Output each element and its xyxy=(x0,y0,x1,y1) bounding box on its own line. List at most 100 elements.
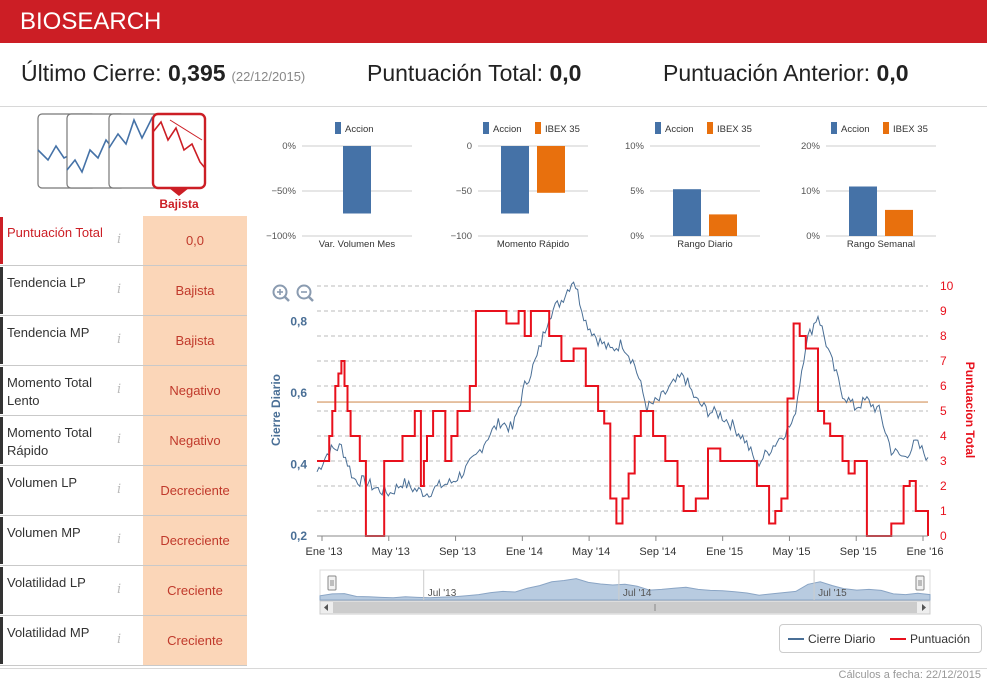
scroll-left-icon[interactable] xyxy=(324,604,328,611)
row-label: Momento Total Rápido xyxy=(7,425,93,458)
footer-divider xyxy=(0,668,987,669)
mini-bar xyxy=(537,146,565,193)
mini-legend-swatch xyxy=(707,122,713,134)
mini-legend-label[interactable]: IBEX 35 xyxy=(545,124,580,135)
y-right-axis-title: Puntuacion Total xyxy=(963,362,977,458)
row-marker xyxy=(0,367,3,414)
info-icon[interactable]: i xyxy=(117,532,122,547)
row-value: Negativo xyxy=(143,366,247,415)
row-momento-total-lento: Momento Total Lento i Negativo xyxy=(0,366,247,416)
mini-legend-label[interactable]: IBEX 35 xyxy=(717,124,752,135)
zoom-in-button[interactable] xyxy=(272,284,290,302)
row-value: Negativo xyxy=(143,416,247,465)
top-bar: BIOSEARCH xyxy=(0,0,987,43)
mini-tick-label: 10% xyxy=(625,141,645,152)
mini-legend-swatch xyxy=(655,122,661,134)
total-score: Puntuación Total: 0,0 xyxy=(367,60,581,94)
trend-selector: Bajista xyxy=(37,112,207,211)
info-icon[interactable]: i xyxy=(117,482,122,497)
row-value: Bajista xyxy=(143,316,247,365)
mini-legend-label[interactable]: Accion xyxy=(493,124,522,135)
y-left-tick: 0,4 xyxy=(290,458,307,472)
info-icon[interactable]: i xyxy=(117,582,122,597)
navigator-handle[interactable] xyxy=(327,575,337,591)
zoom-out-button[interactable] xyxy=(296,284,314,302)
legend-cierre[interactable]: Cierre Diario xyxy=(808,632,876,646)
mini-tick-label: −50% xyxy=(271,186,296,197)
x-tick-label: Ene '16 xyxy=(907,546,944,558)
last-close-label: Último Cierre: xyxy=(21,60,162,86)
calc-date: Cálculos a fecha: 22/12/2015 xyxy=(838,669,982,681)
mini-legend-label[interactable]: Accion xyxy=(345,124,374,135)
row-marker xyxy=(0,267,3,314)
summary-divider xyxy=(0,106,987,107)
x-tick-label: Sep '15 xyxy=(840,546,877,558)
trend-selected-label: Bajista xyxy=(159,197,199,211)
row-label: Momento Total Lento xyxy=(7,375,93,408)
trend-card-bajista[interactable] xyxy=(151,112,207,196)
row-tendencia-lp: Tendencia LP i Bajista xyxy=(0,266,247,316)
last-close-value: 0,395 xyxy=(167,60,226,86)
mini-legend-swatch xyxy=(831,122,837,134)
y-left-tick: 0,8 xyxy=(290,315,307,329)
mini-tick-label: −100% xyxy=(266,231,296,242)
y-right-tick: 0 xyxy=(940,529,947,543)
chart-navigator[interactable]: Jul '13 Jul '14 Jul '15 xyxy=(319,569,931,615)
row-label: Puntuación Total xyxy=(7,225,103,240)
navigator-tick-label: Jul '13 xyxy=(428,588,457,599)
row-label: Tendencia MP xyxy=(7,325,90,340)
scrollbar-thumb[interactable] xyxy=(333,602,917,613)
mini-legend-label[interactable]: Accion xyxy=(841,124,870,135)
mini-bar xyxy=(885,209,913,236)
info-icon[interactable]: i xyxy=(117,332,122,347)
mini-chart-momento-rapido: Accion IBEX 35 0 −50 −100 Momento Rápido xyxy=(451,122,588,250)
mini-bar xyxy=(673,189,701,236)
mini-legend-label[interactable]: Accion xyxy=(665,124,694,135)
row-marker xyxy=(0,517,3,564)
mini-tick-label: −100 xyxy=(451,231,472,242)
last-close: Último Cierre: 0,395 (22/12/2015) xyxy=(21,60,305,94)
mini-bar xyxy=(849,186,877,236)
navigator-tick-label: Jul '15 xyxy=(818,588,847,599)
mini-chart-title: Rango Diario xyxy=(677,239,732,250)
row-marker xyxy=(0,217,3,264)
y-left-tick: 0,6 xyxy=(290,386,307,400)
y-right-tick: 4 xyxy=(940,429,947,443)
y-right-tick: 3 xyxy=(940,454,947,468)
x-tick-label: Ene '14 xyxy=(506,546,543,558)
legend-cierre-swatch xyxy=(788,638,804,640)
row-label: Volumen LP xyxy=(7,475,78,490)
info-icon[interactable]: i xyxy=(117,432,122,447)
total-score-label: Puntuación Total: xyxy=(367,60,544,86)
row-marker xyxy=(0,467,3,514)
y-right-tick: 10 xyxy=(940,279,954,293)
row-marker xyxy=(0,417,3,464)
info-icon[interactable]: i xyxy=(117,282,122,297)
legend-puntuacion[interactable]: Puntuación xyxy=(910,632,971,646)
x-tick-label: Ene '15 xyxy=(706,546,743,558)
y-right-tick: 8 xyxy=(940,329,947,343)
row-marker xyxy=(0,317,3,364)
y-left-axis-title: Cierre Diario xyxy=(269,374,283,446)
row-value: 0,0 xyxy=(143,216,247,265)
mini-chart-var-volumen-mes: Accion 0% −50% −100% Var. Volumen Mes xyxy=(266,122,412,250)
mini-chart-rango-diario: Accion IBEX 35 10% 5% 0% Rango Diario xyxy=(625,122,760,250)
info-icon[interactable]: i xyxy=(117,382,122,397)
x-tick-label: May '15 xyxy=(772,546,810,558)
navigator-handle[interactable] xyxy=(915,575,925,591)
mini-bar xyxy=(343,146,371,214)
mini-legend-label[interactable]: IBEX 35 xyxy=(893,124,928,135)
row-value: Decreciente xyxy=(143,466,247,515)
info-icon[interactable]: i xyxy=(117,632,122,647)
previous-score-value: 0,0 xyxy=(876,60,909,86)
info-icon[interactable]: i xyxy=(117,232,122,247)
mini-tick-label: 0% xyxy=(282,141,296,152)
mini-legend-swatch xyxy=(483,122,489,134)
scroll-right-icon[interactable] xyxy=(922,604,926,611)
series-puntuacion xyxy=(317,310,929,537)
mini-tick-label: 5% xyxy=(630,186,644,197)
row-tendencia-mp: Tendencia MP i Bajista xyxy=(0,316,247,366)
row-label: Tendencia LP xyxy=(7,275,86,290)
y-left-tick: 0,2 xyxy=(290,529,307,543)
